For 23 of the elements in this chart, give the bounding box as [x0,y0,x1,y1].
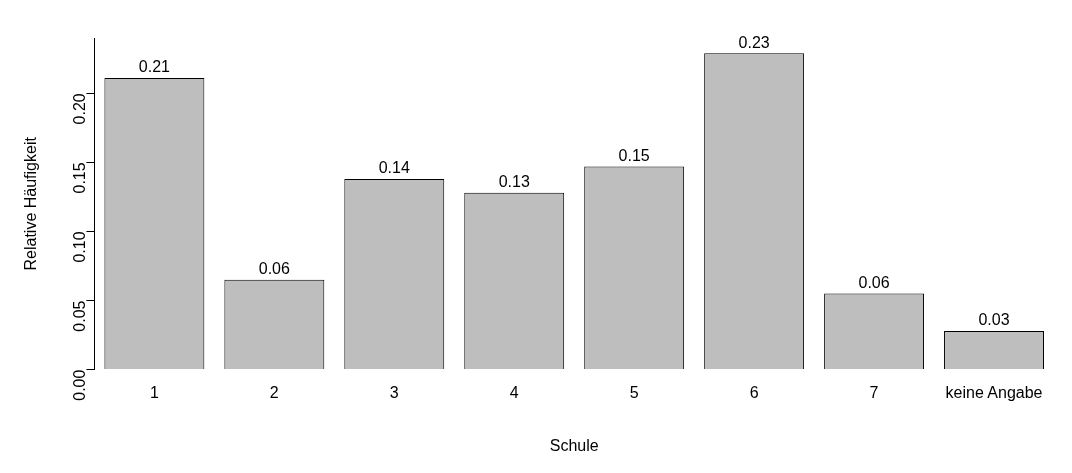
x-tick-label: 3 [389,383,399,401]
y-tick-label: 0.00 [70,369,88,401]
x-tick-label: 5 [629,383,639,401]
y-tick-label: 0.15 [70,162,88,194]
y-axis-title: Relative Häufigkeit [22,136,40,271]
data-label: 0.06 [858,274,890,292]
x-tick-label: 1 [149,383,159,401]
data-label: 0.13 [498,173,530,191]
y-tick-label: 0.20 [70,93,88,125]
x-tick-label: 2 [269,383,279,401]
data-label: 0.21 [138,58,171,76]
data-label: 0.03 [978,311,1010,329]
x-axis-title: Schule [549,436,599,454]
x-tick-label: 4 [509,383,519,401]
data-label: 0.23 [738,33,770,51]
data-label: 0.06 [258,260,290,278]
x-tick-label: 6 [749,383,759,401]
data-label: 0.14 [378,159,410,177]
y-tick-label: 0.10 [70,231,88,263]
x-tick-label: 7 [869,383,879,401]
x-tick-label: keine Angabe [945,383,1043,401]
y-tick-label: 0.05 [70,300,88,332]
data-label: 0.15 [618,146,650,164]
